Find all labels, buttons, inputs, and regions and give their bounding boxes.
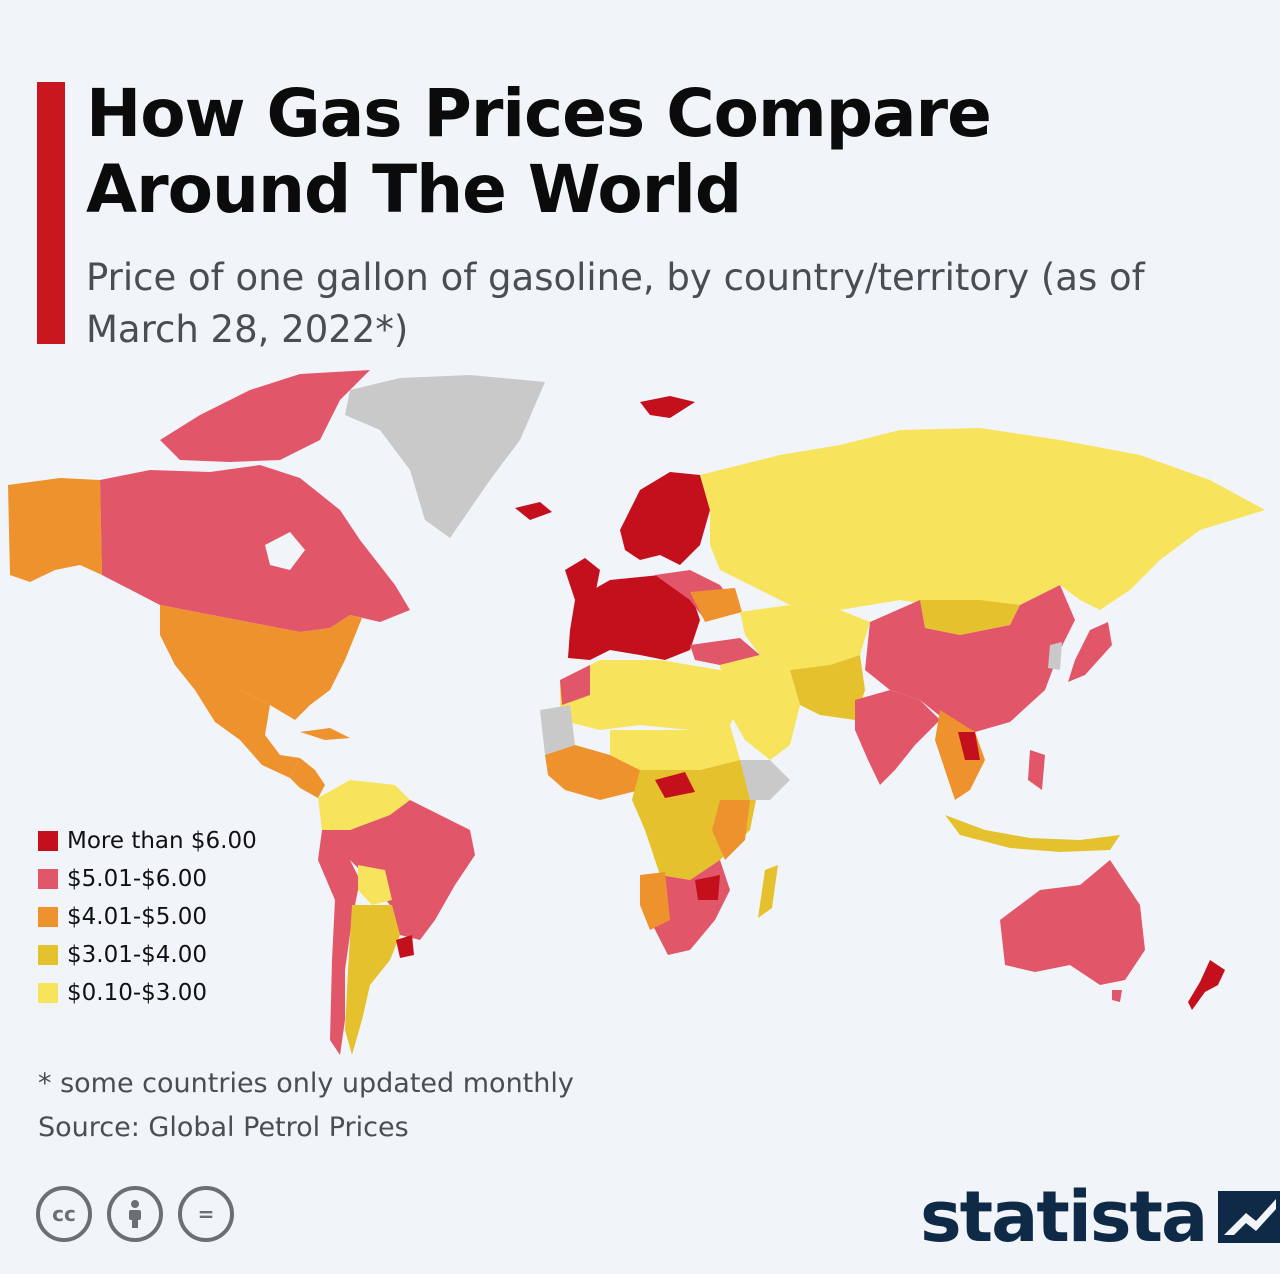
region-brazil bbox=[350, 800, 475, 940]
legend-swatch bbox=[38, 831, 58, 851]
region-china bbox=[865, 585, 1075, 732]
region-tasmania bbox=[1112, 990, 1122, 1002]
region-cuba bbox=[300, 728, 350, 740]
license-icons: cc = bbox=[36, 1186, 234, 1242]
legend-item: $4.01-$5.00 bbox=[38, 898, 257, 936]
legend-label: $4.01-$5.00 bbox=[67, 904, 207, 930]
region-zimbabwe bbox=[695, 875, 720, 900]
region-central-america bbox=[290, 758, 325, 798]
region-east-africa bbox=[712, 800, 750, 860]
region-peru-chile bbox=[318, 830, 360, 1055]
region-central-asia bbox=[740, 605, 870, 670]
region-alaska bbox=[8, 478, 102, 582]
legend-swatch bbox=[38, 945, 58, 965]
legend-label: More than $6.00 bbox=[67, 828, 257, 854]
region-mexico bbox=[195, 690, 300, 778]
legend-swatch bbox=[38, 907, 58, 927]
person-icon bbox=[129, 1200, 141, 1228]
region-argentina bbox=[345, 905, 400, 1055]
legend-item: $3.01-$4.00 bbox=[38, 936, 257, 974]
legend: More than $6.00 $5.01-$6.00 $4.01-$5.00 … bbox=[38, 822, 257, 1012]
region-canada bbox=[100, 465, 410, 632]
legend-swatch bbox=[38, 983, 58, 1003]
statista-logo[interactable]: statista bbox=[920, 1176, 1280, 1258]
region-horn-africa bbox=[740, 760, 790, 800]
region-canada-arctic bbox=[160, 370, 370, 462]
region-russia bbox=[700, 428, 1265, 610]
footnote-note: * some countries only updated monthly bbox=[38, 1068, 574, 1099]
region-greenland bbox=[345, 375, 545, 538]
legend-item: $5.01-$6.00 bbox=[38, 860, 257, 898]
chart-subtitle: Price of one gallon of gasoline, by coun… bbox=[86, 256, 1145, 351]
legend-label: $3.01-$4.00 bbox=[67, 942, 207, 968]
world-map bbox=[8, 370, 1265, 1055]
region-north-africa bbox=[560, 660, 740, 730]
region-iran-pakistan bbox=[790, 655, 865, 720]
region-ukraine bbox=[690, 588, 742, 622]
source-text: Source: Global Petrol Prices bbox=[38, 1112, 409, 1143]
cc-icon[interactable]: cc bbox=[36, 1186, 92, 1242]
region-australia bbox=[1000, 860, 1145, 985]
region-philippines bbox=[1028, 750, 1045, 790]
region-japan bbox=[1068, 622, 1112, 682]
chart-title: How Gas Prices Compare Around The World bbox=[86, 75, 992, 228]
region-korea bbox=[1048, 642, 1062, 670]
region-scandinavia bbox=[620, 472, 710, 565]
region-iceland bbox=[515, 502, 552, 520]
region-west-africa bbox=[545, 745, 640, 800]
region-new-zealand bbox=[1188, 960, 1225, 1010]
region-sahel bbox=[610, 725, 740, 770]
legend-swatch bbox=[38, 869, 58, 889]
region-turkey bbox=[690, 638, 760, 665]
region-morocco bbox=[560, 665, 590, 705]
region-western-europe bbox=[568, 575, 700, 660]
attribution-icon[interactable] bbox=[107, 1186, 163, 1242]
nd-icon-text: = bbox=[197, 1202, 215, 1226]
legend-label: $0.10-$3.00 bbox=[67, 980, 207, 1006]
no-derivatives-icon[interactable]: = bbox=[178, 1186, 234, 1242]
statista-logo-icon bbox=[1218, 1191, 1280, 1243]
region-northern-south-america bbox=[318, 780, 410, 830]
region-bolivia bbox=[358, 865, 392, 905]
title-accent-bar bbox=[37, 82, 65, 344]
region-uk bbox=[565, 558, 600, 600]
region-uruguay bbox=[396, 935, 414, 958]
region-laos bbox=[958, 732, 980, 760]
region-middle-east bbox=[720, 655, 800, 760]
footnote: * some countries only updated monthly So… bbox=[38, 1062, 574, 1150]
brand-name: statista bbox=[920, 1176, 1208, 1258]
region-car bbox=[655, 772, 695, 798]
region-india bbox=[855, 690, 940, 785]
legend-item: $0.10-$3.00 bbox=[38, 974, 257, 1012]
region-usa bbox=[160, 605, 362, 720]
region-svalbard bbox=[640, 396, 695, 418]
region-mongolia bbox=[920, 600, 1020, 635]
legend-label: $5.01-$6.00 bbox=[67, 866, 207, 892]
region-madagascar bbox=[758, 865, 778, 918]
legend-item: More than $6.00 bbox=[38, 822, 257, 860]
region-indonesia bbox=[945, 815, 1120, 852]
region-west-sahara bbox=[540, 705, 575, 755]
region-angola bbox=[640, 872, 670, 930]
cc-icon-text: cc bbox=[52, 1202, 76, 1226]
